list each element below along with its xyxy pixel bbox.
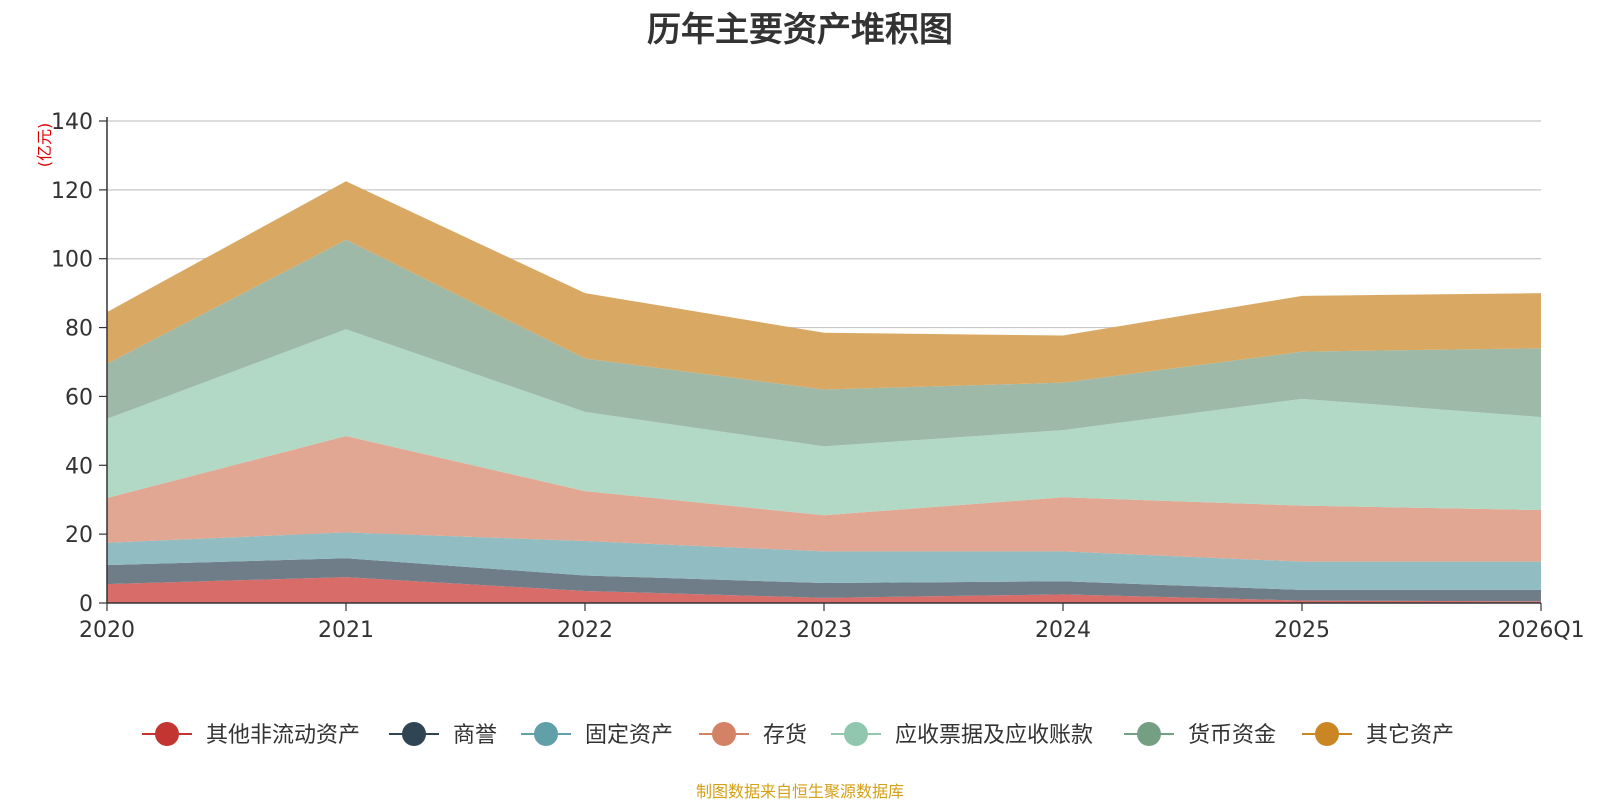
legend-item[interactable]: 存货 xyxy=(699,722,807,748)
area-series xyxy=(107,181,1541,603)
y-tick-label: 40 xyxy=(65,454,93,479)
legend-marker xyxy=(534,722,558,746)
area-存货 xyxy=(107,436,1541,562)
legend[interactable]: 其他非流动资产 商誉 固定资产 存货 应收票据及应收账款 货币资金 其它资产 xyxy=(142,722,1454,748)
legend-label: 其他非流动资产 xyxy=(206,723,360,748)
legend-item[interactable]: 商誉 xyxy=(389,722,497,748)
x-tick-label: 2026Q1 xyxy=(1497,618,1584,643)
legend-label: 固定资产 xyxy=(585,723,673,748)
legend-item[interactable]: 其它资产 xyxy=(1302,722,1454,748)
x-tick-label: 2023 xyxy=(796,618,852,643)
y-tick-label: 120 xyxy=(51,179,93,204)
y-tick-label: 60 xyxy=(65,385,93,410)
legend-label: 其它资产 xyxy=(1366,723,1454,748)
area-其他非流动资产 xyxy=(107,577,1541,603)
area-商誉 xyxy=(107,558,1541,602)
legend-item[interactable]: 应收票据及应收账款 xyxy=(831,722,1093,748)
y-tick-label: 0 xyxy=(79,592,93,617)
x-tick-label: 2024 xyxy=(1035,618,1091,643)
legend-label: 商誉 xyxy=(453,723,497,748)
legend-marker xyxy=(844,722,868,746)
legend-marker xyxy=(402,722,426,746)
y-tick-label: 140 xyxy=(51,110,93,135)
source-note: 制图数据来自恒生聚源数据库 xyxy=(695,782,904,801)
y-tick-label: 20 xyxy=(65,523,93,548)
legend-item[interactable]: 货币资金 xyxy=(1124,722,1276,748)
x-tick-label: 2022 xyxy=(557,618,613,643)
area-应收票据及应收账款 xyxy=(107,329,1541,516)
legend-marker xyxy=(1315,722,1339,746)
area-其它资产 xyxy=(107,181,1541,390)
chart-title: 历年主要资产堆积图 xyxy=(647,10,953,50)
legend-label: 货币资金 xyxy=(1188,723,1276,748)
y-tick-label: 100 xyxy=(51,248,93,273)
legend-marker xyxy=(155,722,179,746)
legend-marker xyxy=(1137,722,1161,746)
area-固定资产 xyxy=(107,532,1541,590)
legend-item[interactable]: 固定资产 xyxy=(521,722,673,748)
area-货币资金 xyxy=(107,239,1541,447)
x-axis-ticks: 2020 2021 2022 2023 2024 2025 2026Q1 xyxy=(79,603,1585,643)
legend-item[interactable]: 其他非流动资产 xyxy=(142,722,360,748)
y-tick-label: 80 xyxy=(65,317,93,342)
x-tick-label: 2020 xyxy=(79,618,135,643)
x-tick-label: 2025 xyxy=(1274,618,1330,643)
legend-label: 存货 xyxy=(763,723,807,748)
y-axis-ticks: 0 20 40 60 80 100 120 140 xyxy=(51,110,107,617)
y-axis-unit-label: (亿元) xyxy=(35,123,54,168)
legend-marker xyxy=(712,722,736,746)
legend-label: 应收票据及应收账款 xyxy=(895,723,1093,748)
x-tick-label: 2021 xyxy=(318,618,374,643)
